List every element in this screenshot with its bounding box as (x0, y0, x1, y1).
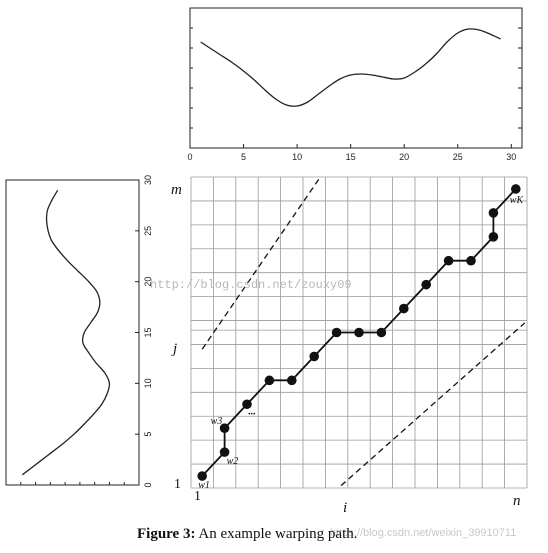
top-xtick-label: 25 (453, 152, 463, 162)
top-xtick-label: 5 (241, 152, 246, 162)
top-series-line (200, 28, 501, 107)
left-ytick-label: 30 (143, 175, 153, 185)
axis-label-j: j (171, 341, 177, 357)
window-lower-line (340, 322, 526, 487)
path-point (488, 232, 499, 242)
left-chart-frame (5, 179, 140, 486)
top-chart-frame (189, 7, 523, 149)
top-xtick-label: 30 (506, 152, 516, 162)
path-point (242, 399, 252, 410)
path-point (219, 423, 230, 433)
path-point (488, 208, 499, 218)
left-ytick-label: 15 (143, 327, 153, 337)
axis-label-n: n (513, 493, 521, 509)
path-point (287, 375, 297, 386)
path-point (331, 327, 342, 338)
axis-label-one-x: 1 (194, 489, 201, 504)
caption-text: An example warping path. (195, 526, 357, 542)
left-ytick-label: 25 (143, 226, 153, 236)
label-wK: wK (510, 195, 525, 206)
top-xtick-label: 10 (292, 152, 302, 162)
path-point (443, 255, 454, 266)
left-ytick-label: 0 (143, 482, 153, 487)
path-point (421, 279, 432, 290)
axis-label-i: i (343, 500, 347, 516)
top-xtick-label: 20 (399, 152, 409, 162)
path-point (399, 303, 409, 314)
top-xtick-label: 0 (187, 152, 192, 162)
axis-label-one-y: 1 (174, 477, 181, 492)
watermark-center: http://blog.csdn.net/zouxy09 (150, 278, 352, 292)
warping-grid: w1 w2 w3 wK... (190, 176, 528, 491)
path-point (264, 375, 275, 386)
label-w3: w3 (211, 416, 223, 427)
left-series-chart: 0 5 10 15 20 25 30 (5, 175, 153, 488)
path-point (376, 327, 387, 338)
top-series-chart: 0 5 10 15 20 25 30 (187, 7, 523, 162)
label-ellipsis: ... (248, 406, 256, 417)
path-point (354, 327, 364, 338)
path-point (466, 255, 476, 266)
left-ytick-label: 10 (143, 378, 153, 388)
left-ytick-label: 20 (143, 277, 153, 287)
caption-label: Figure 3: (137, 526, 195, 542)
axis-label-m: m (171, 182, 182, 198)
window-upper-line (201, 179, 320, 350)
path-point (309, 351, 320, 362)
path-point (219, 447, 230, 457)
label-w1: w1 (198, 480, 210, 491)
top-xtick-label: 15 (346, 152, 356, 162)
label-w2: w2 (227, 456, 239, 467)
path-point (197, 471, 207, 481)
watermark-bottom: https://blog.csdn.net/weixin_39910711 (330, 527, 516, 539)
figure-caption: Figure 3: An example warping path. (137, 526, 358, 542)
path-point (511, 184, 521, 194)
left-ytick-label: 5 (143, 432, 153, 437)
left-series-line (21, 189, 111, 476)
